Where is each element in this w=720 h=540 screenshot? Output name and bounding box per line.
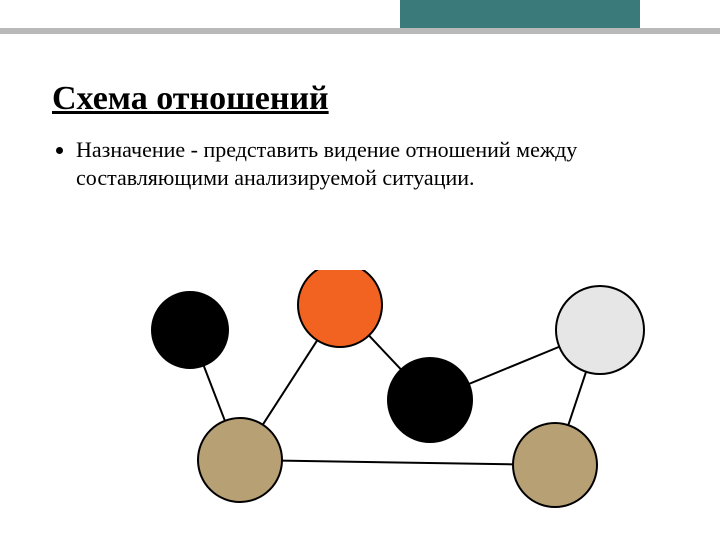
diagram-node bbox=[152, 292, 228, 368]
diagram-edge bbox=[204, 365, 225, 420]
page-title: Схема отношений bbox=[52, 80, 668, 118]
bullet-list: Назначение - представить видение отношен… bbox=[52, 136, 668, 191]
relations-diagram bbox=[0, 270, 720, 530]
diagram-edge bbox=[568, 372, 586, 425]
diagram-edge bbox=[263, 340, 317, 424]
bullet-item: Назначение - представить видение отношен… bbox=[76, 136, 668, 191]
diagram-node bbox=[388, 358, 472, 442]
diagram-edge bbox=[282, 461, 513, 465]
diagram-node bbox=[513, 423, 597, 507]
header-divider bbox=[0, 28, 720, 34]
diagram-node bbox=[298, 270, 382, 347]
diagram-node bbox=[198, 418, 282, 502]
diagram-edge bbox=[469, 347, 559, 384]
header-accent bbox=[400, 0, 640, 28]
slide: Схема отношений Назначение - представить… bbox=[0, 0, 720, 540]
diagram-node bbox=[556, 286, 644, 374]
diagram-edge bbox=[369, 335, 401, 369]
